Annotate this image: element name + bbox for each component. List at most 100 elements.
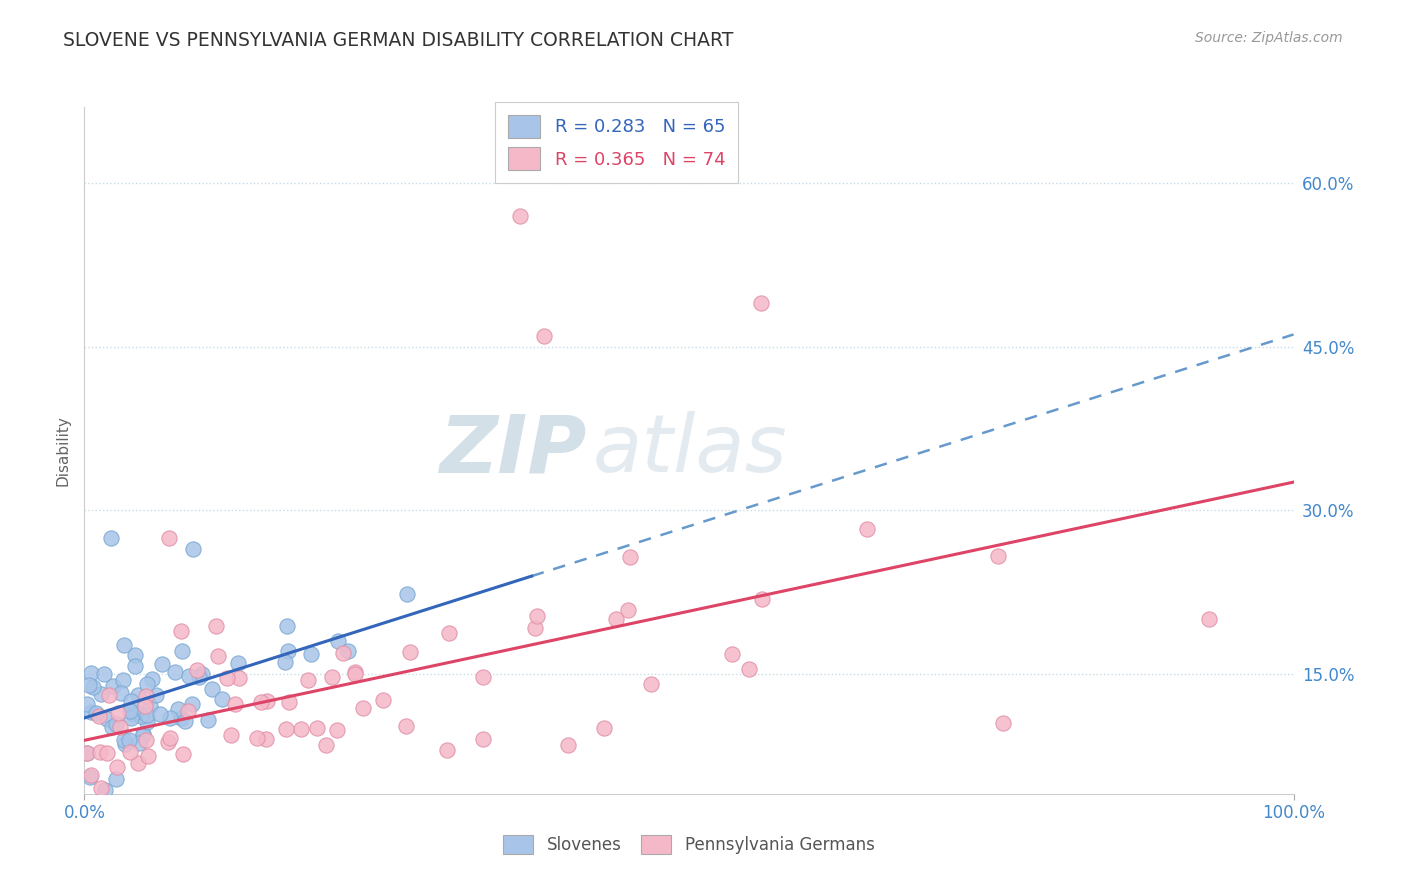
- Point: [136, 708, 159, 723]
- Point: [139, 699, 162, 714]
- Point: [215, 672, 238, 686]
- Point: [437, 626, 460, 640]
- Point: [299, 648, 322, 662]
- Point: [118, 732, 141, 747]
- Point: [297, 673, 319, 688]
- Point: [127, 688, 149, 702]
- Point: [276, 722, 298, 736]
- Point: [105, 760, 128, 774]
- Point: [157, 735, 180, 749]
- Point: [131, 708, 153, 723]
- Point: [100, 531, 122, 545]
- Point: [557, 738, 579, 752]
- Point: [135, 689, 157, 703]
- Point: [533, 329, 555, 343]
- Point: [191, 666, 214, 681]
- Point: [250, 694, 273, 708]
- Point: [76, 697, 98, 711]
- Legend: Slovenes, Pennsylvania Germans: Slovenes, Pennsylvania Germans: [496, 829, 882, 861]
- Point: [344, 665, 367, 679]
- Point: [619, 550, 641, 565]
- Point: [986, 549, 1008, 563]
- Point: [170, 624, 193, 638]
- Point: [177, 669, 200, 683]
- Point: [118, 704, 141, 718]
- Point: [101, 679, 124, 693]
- Point: [96, 712, 118, 726]
- Point: [211, 692, 233, 706]
- Point: [105, 772, 128, 786]
- Point: [159, 731, 181, 745]
- Point: [114, 737, 136, 751]
- Point: [336, 644, 359, 658]
- Point: [89, 745, 111, 759]
- Point: [80, 705, 103, 719]
- Point: [141, 672, 163, 686]
- Point: [738, 661, 761, 675]
- Point: [169, 711, 191, 725]
- Point: [120, 694, 142, 708]
- Point: [254, 732, 277, 747]
- Point: [856, 522, 879, 536]
- Point: [274, 655, 297, 669]
- Point: [187, 670, 209, 684]
- Point: [157, 531, 180, 545]
- Point: [136, 677, 159, 691]
- Point: [150, 657, 173, 672]
- Point: [90, 830, 112, 845]
- Text: SLOVENE VS PENNSYLVANIA GERMAN DISABILITY CORRELATION CHART: SLOVENE VS PENNSYLVANIA GERMAN DISABILIT…: [63, 31, 734, 50]
- Point: [76, 827, 98, 841]
- Point: [751, 591, 773, 606]
- Point: [256, 694, 278, 708]
- Point: [509, 209, 531, 223]
- Point: [277, 695, 299, 709]
- Point: [993, 716, 1015, 731]
- Point: [136, 714, 159, 729]
- Point: [197, 713, 219, 727]
- Point: [180, 697, 202, 711]
- Point: [207, 648, 229, 663]
- Point: [186, 663, 208, 677]
- Point: [132, 800, 155, 814]
- Point: [110, 686, 132, 700]
- Point: [201, 681, 224, 696]
- Point: [167, 702, 190, 716]
- Point: [395, 719, 418, 733]
- Point: [93, 783, 115, 797]
- Point: [371, 693, 394, 707]
- Point: [344, 667, 367, 681]
- Point: [321, 670, 343, 684]
- Point: [79, 770, 101, 784]
- Point: [277, 644, 299, 658]
- Point: [605, 612, 627, 626]
- Point: [436, 743, 458, 757]
- Point: [593, 722, 616, 736]
- Point: [751, 296, 773, 310]
- Point: [97, 688, 120, 702]
- Point: [526, 609, 548, 624]
- Point: [111, 673, 134, 687]
- Point: [471, 670, 494, 684]
- Point: [617, 603, 640, 617]
- Point: [181, 541, 204, 556]
- Point: [721, 647, 744, 661]
- Point: [96, 746, 118, 760]
- Point: [125, 705, 148, 719]
- Point: [100, 720, 122, 734]
- Point: [177, 704, 200, 718]
- Point: [290, 722, 312, 736]
- Point: [120, 711, 142, 725]
- Point: [112, 733, 135, 747]
- Point: [172, 747, 194, 761]
- Point: [325, 723, 347, 738]
- Text: Source: ZipAtlas.com: Source: ZipAtlas.com: [1195, 31, 1343, 45]
- Point: [76, 746, 98, 760]
- Point: [305, 721, 328, 735]
- Point: [398, 645, 420, 659]
- Point: [136, 748, 159, 763]
- Text: ZIP: ZIP: [439, 411, 586, 490]
- Point: [326, 634, 349, 648]
- Point: [93, 667, 115, 681]
- Point: [80, 666, 103, 681]
- Point: [145, 688, 167, 702]
